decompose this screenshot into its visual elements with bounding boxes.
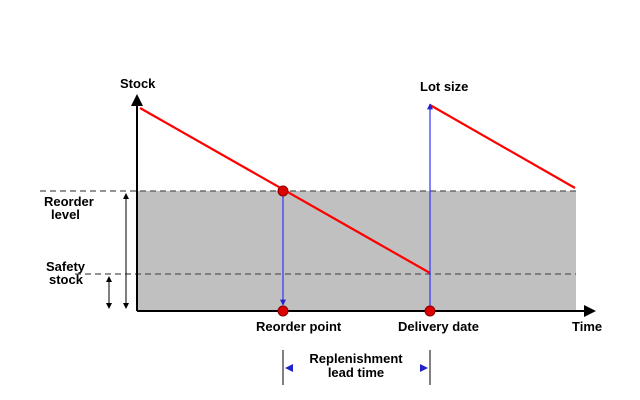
delivery-date-marker xyxy=(424,305,436,317)
reorder-point-marker xyxy=(277,305,289,317)
lead-time-label-1: Replenishment xyxy=(309,351,403,366)
reorder-point-label: Reorder point xyxy=(256,319,342,334)
reorder-level-marker xyxy=(277,185,289,197)
reorder-level-label-2: level xyxy=(51,207,80,222)
stock-line-2 xyxy=(429,104,576,189)
lead-time-right-arrow xyxy=(420,364,428,372)
y-axis-label: Stock xyxy=(120,76,156,91)
lead-time-label-2: lead time xyxy=(328,365,384,380)
reorder-level-label-1: Reorder xyxy=(44,194,94,209)
lead-time-left-arrow xyxy=(285,364,293,372)
safety-stock-label-2: stock xyxy=(49,272,84,287)
safety-stock-label-1: Safety xyxy=(46,259,86,274)
lot-size-label: Lot size xyxy=(420,79,468,94)
x-axis-label: Time xyxy=(572,319,602,334)
delivery-date-label: Delivery date xyxy=(398,319,479,334)
shaded-zone xyxy=(137,191,576,311)
